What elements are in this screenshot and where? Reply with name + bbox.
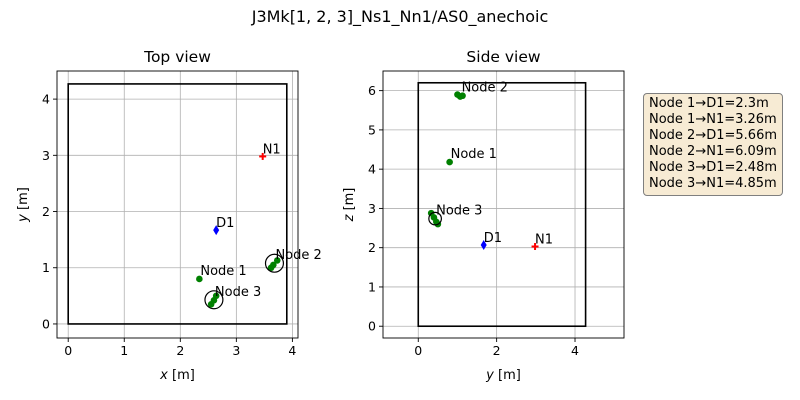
source-marker [480,239,487,250]
node-label: Node 2 [275,248,321,263]
chart-title: Side view [466,48,540,66]
node-mic-point [273,257,281,264]
figure-title: J3Mk[1, 2, 3]_Ns1_Nn1/AS0_anechoic [251,7,549,27]
node-array-circle [204,290,224,310]
node-mic-point [446,158,453,166]
node-label: Node 2 [462,81,508,96]
x-tick-label: 0 [414,343,422,358]
distance-line: Node 2→N1=6.09m [649,144,777,159]
y-tick-label: 3 [368,201,376,216]
source-label: D1 [484,231,502,246]
node-label: Node 3 [436,204,482,219]
node-mic-point [459,92,466,100]
y-tick-label: 2 [42,204,50,219]
chart-title: Top view [143,48,211,66]
y-tick-label: 4 [42,92,50,107]
node-label: Node 3 [215,285,261,300]
x-tick-label: 2 [176,343,184,358]
top-view-chart: Node 1 Node 2 Node 3 D1 N1 0 1 2 3 4 0 1 2 3 4 Top view… [16,48,322,383]
y-tick-label: 3 [42,148,50,163]
x-axis-label: y [m] [485,368,521,383]
node-mic-point [270,261,277,269]
y-axis-label: z [m] [342,188,357,223]
y-tick-label: 1 [42,260,50,275]
x-tick-label: 3 [232,343,240,358]
x-axis-label: x [m] [159,368,195,383]
x-tick-label: 0 [64,343,72,358]
y-tick-label: 6 [368,83,376,98]
node-label: Node 1 [200,264,246,279]
y-tick-label: 4 [368,162,376,177]
y-tick-label: 1 [368,279,376,294]
x-tick-label: 2 [493,343,501,358]
distance-line: Node 3→N1=4.85m [649,176,777,191]
axes-frame [382,70,625,339]
node-array-circle [428,211,442,226]
x-tick-label: 4 [571,343,579,358]
distance-line: Node 2→D1=5.66m [649,128,778,143]
node-mic-point [196,275,203,283]
distance-line: Node 1→N1=3.26m [649,112,777,127]
side-view-chart: Node 1 Node 2 Node 3D1 N1 0 2 4 0 1 2 3 4 5 6 Side vie… [342,48,625,383]
y-tick-label: 0 [42,316,50,331]
node-label: Node 1 [451,147,497,162]
source-label: D1 [216,216,234,231]
noise-label: N1 [263,142,281,157]
room-outline [67,83,288,325]
y-tick-label: 5 [368,122,376,137]
node-array-circle [264,253,285,273]
room-outline [417,81,587,328]
noise-marker [531,243,539,251]
node-mic-point [212,292,220,300]
y-axis-label: y [m] [16,187,31,223]
source-marker [213,225,220,236]
x-tick-label: 4 [288,343,296,358]
y-tick-label: 0 [368,319,376,334]
distance-line: Node 1→D1=2.3m [649,96,769,111]
noise-marker [259,152,267,160]
axes-frame [56,70,299,339]
distance-box: Node 1→D1=2.3m Node 1→N1=3.26m Node 2→D1… [643,93,784,196]
noise-label: N1 [535,233,553,248]
distance-line: Node 3→D1=2.48m [649,160,778,175]
x-tick-label: 1 [120,343,128,358]
y-tick-label: 2 [368,240,376,255]
